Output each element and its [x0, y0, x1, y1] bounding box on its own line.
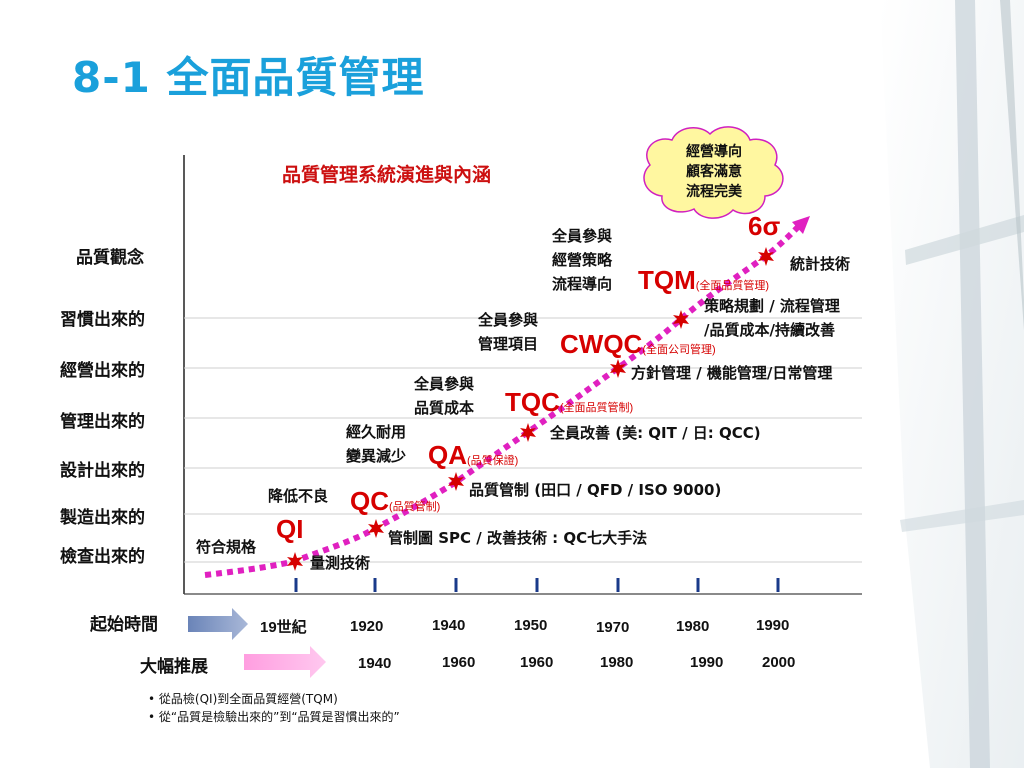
stage-code-text: 6σ: [748, 211, 781, 241]
stage-note: 符合規格: [196, 538, 257, 556]
marker-tqm: [673, 310, 689, 329]
curve-arrowhead: [792, 216, 810, 234]
stage-code: TQC(全面品質管制): [505, 387, 633, 418]
cloud-line: 流程完美: [686, 184, 742, 200]
stage-code-text: CWQC: [560, 329, 643, 359]
y-level-label: 設計出來的: [60, 461, 145, 481]
start-year: 1980: [676, 618, 710, 635]
page-title: 8-1 全面品質管理: [72, 53, 425, 102]
start-year: 19世紀: [260, 619, 307, 636]
stage-code: CWQC(全面公司管理): [560, 329, 716, 360]
marker-qc: [368, 519, 384, 538]
stage-code-text: QA: [428, 440, 467, 470]
start-year: 1950: [514, 617, 548, 634]
chart-title: 品質管理系統演進與內涵: [282, 164, 492, 186]
stage-code: TQM(全面品質管理): [638, 265, 769, 296]
marker-cwqc: [610, 359, 626, 378]
expand-time-label: 大幅推展: [140, 657, 208, 677]
marker-qa: [448, 472, 464, 491]
stage-code-text: TQM: [638, 265, 696, 295]
stage-code-text: QI: [276, 514, 304, 544]
stage-tech: 方針管理 / 機能管理/日常管理: [631, 364, 833, 382]
expand-year: 1990: [690, 654, 724, 671]
stage-code: QI: [276, 514, 303, 545]
stage-tech: 管制圖 SPC / 改善技術 : QC七大手法: [388, 529, 648, 547]
stage-note: 全員參與 管理項目: [478, 311, 539, 353]
start-time-arrow: [188, 608, 248, 640]
y-level-label: 習慣出來的: [60, 310, 145, 330]
expand-year: 1960: [520, 654, 554, 671]
y-axis-header: 品質觀念: [76, 248, 144, 268]
marker-6sigma: [758, 247, 774, 266]
y-level-label: 製造出來的: [60, 508, 145, 528]
expand-time-arrow: [244, 646, 326, 678]
expand-year: 1980: [600, 654, 634, 671]
stage-fullname: (全面公司管理): [642, 344, 716, 356]
expand-year: 1960: [442, 654, 476, 671]
stage-note: 降低不良: [268, 487, 329, 505]
stage-note: 全員參與 經營策略 流程導向: [552, 227, 613, 293]
stage-code-text: TQC: [505, 387, 560, 417]
stage-fullname: (品質保證): [467, 455, 519, 467]
timeline-ticks: [294, 578, 780, 592]
start-time-label: 起始時間: [90, 615, 158, 635]
expand-year: 2000: [762, 654, 796, 671]
stage-tech: 量測技術: [310, 554, 371, 572]
goal-cloud-text: 經營導向 顧客滿意 流程完美: [669, 142, 759, 202]
stage-code: QA(品質保證): [428, 440, 518, 471]
start-year: 1920: [350, 618, 384, 635]
marker-qi: [287, 552, 303, 571]
summary-bullets: 從品檢(QI)到全面品質經營(TQM) 從“品質是檢驗出來的”到“品質是習慣出來…: [148, 690, 400, 726]
stage-tech: 品質管制 (田口 / QFD / ISO 9000): [469, 481, 722, 499]
stage-note: 全員參與 品質成本: [414, 375, 475, 417]
grid-lines: [184, 317, 862, 563]
goal-cloud: [643, 126, 784, 219]
stage-note: 經久耐用 變異減少: [346, 423, 407, 465]
stage-fullname: (全面品質管理): [695, 280, 770, 292]
stage-tech: 統計技術: [790, 255, 851, 273]
bullet-item: 從“品質是檢驗出來的”到“品質是習慣出來的”: [148, 708, 400, 726]
start-year: 1940: [432, 617, 466, 634]
evolution-curve: [204, 222, 803, 578]
y-level-label: 經營出來的: [60, 361, 145, 381]
y-level-label: 檢查出來的: [60, 547, 145, 567]
expand-year: 1940: [358, 655, 392, 672]
stage-code: 6σ: [748, 211, 780, 242]
cloud-line: 經營導向: [686, 144, 742, 160]
stage-fullname: (全面品質管制): [559, 402, 634, 414]
stage-fullname: (品質管制): [389, 501, 441, 513]
bullet-item: 從品檢(QI)到全面品質經營(TQM): [148, 690, 400, 708]
start-year: 1990: [756, 617, 790, 634]
stage-tech: 全員改善 (美: QIT / 日: QCC): [550, 424, 761, 442]
cloud-line: 顧客滿意: [686, 164, 742, 180]
y-level-label: 管理出來的: [60, 412, 145, 432]
stage-code: QC(品質管制): [350, 486, 440, 517]
stage-tech: 策略規劃 / 流程管理 /品質成本/持續改善: [704, 297, 840, 339]
marker-tqc: [520, 423, 536, 442]
stage-markers: [287, 247, 774, 571]
start-year: 1970: [596, 619, 630, 636]
stage-code-text: QC: [350, 486, 389, 516]
